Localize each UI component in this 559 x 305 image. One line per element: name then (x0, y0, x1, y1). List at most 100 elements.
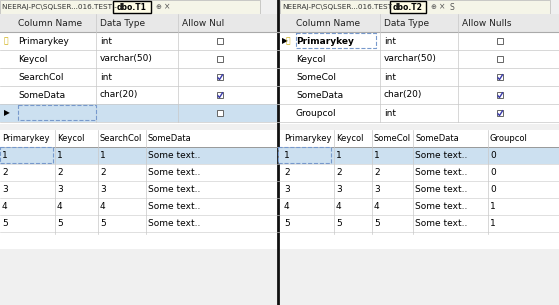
Text: 3: 3 (336, 185, 342, 194)
Bar (0, 181, 278, 198)
Text: 4: 4 (57, 202, 63, 211)
Text: 0: 0 (490, 185, 496, 194)
Text: SomeCol: SomeCol (296, 73, 336, 81)
Bar (0, 50, 278, 68)
Bar (278, 68, 559, 86)
Text: Some text..: Some text.. (148, 168, 200, 177)
Text: varchar(50): varchar(50) (384, 55, 437, 63)
Text: 2: 2 (284, 168, 290, 177)
Bar (278, 215, 559, 232)
Text: SomeData: SomeData (148, 134, 192, 143)
Text: 4: 4 (374, 202, 380, 211)
Text: Primarykey: Primarykey (284, 134, 331, 143)
Bar (278, 104, 559, 122)
Text: 3: 3 (374, 185, 380, 194)
Bar (278, 86, 559, 104)
Text: Some text..: Some text.. (415, 151, 467, 160)
Text: Keycol: Keycol (57, 134, 84, 143)
Text: int: int (384, 109, 396, 117)
Bar (0, 215, 278, 232)
Text: 🔑: 🔑 (286, 37, 291, 45)
Text: dbo.T1: dbo.T1 (117, 2, 147, 12)
Text: 5: 5 (284, 219, 290, 228)
Text: 2: 2 (100, 168, 106, 177)
Text: SomeData: SomeData (296, 91, 343, 99)
Bar (217, 38, 223, 44)
Bar (0, 0, 260, 14)
Bar (278, 147, 331, 163)
Bar (18, 105, 96, 120)
Text: 4: 4 (2, 202, 8, 211)
Text: 1: 1 (284, 151, 290, 160)
Bar (0, 14, 278, 32)
Text: 3: 3 (100, 185, 106, 194)
Text: ⊕: ⊕ (155, 4, 161, 10)
Bar (0, 14, 278, 124)
Bar (0, 164, 278, 181)
Text: char(20): char(20) (384, 91, 423, 99)
Text: Keycol: Keycol (336, 134, 363, 143)
Bar (278, 50, 559, 68)
Text: Data Type: Data Type (384, 19, 429, 27)
Text: ×: × (439, 2, 446, 12)
Text: ▶: ▶ (282, 37, 288, 45)
Text: Primarykey: Primarykey (2, 134, 50, 143)
Text: int: int (100, 73, 112, 81)
Bar (113, 1, 151, 13)
Text: 2: 2 (57, 168, 63, 177)
Text: Keycol: Keycol (296, 55, 325, 63)
Text: ×: × (164, 2, 170, 12)
Text: Groupcol: Groupcol (296, 109, 337, 117)
Text: varchar(50): varchar(50) (100, 55, 153, 63)
Bar (278, 147, 559, 164)
Text: 5: 5 (374, 219, 380, 228)
Text: 2: 2 (374, 168, 380, 177)
Text: ⊕: ⊕ (430, 4, 436, 10)
Text: Some text..: Some text.. (148, 202, 200, 211)
Bar (217, 74, 223, 80)
Text: 1: 1 (374, 151, 380, 160)
Text: Some text..: Some text.. (415, 185, 467, 194)
Text: int: int (384, 73, 396, 81)
Text: SomeCol: SomeCol (374, 134, 411, 143)
Text: 1: 1 (100, 151, 106, 160)
Text: 5: 5 (57, 219, 63, 228)
Bar (0, 0, 559, 14)
Text: Column Name: Column Name (296, 19, 360, 27)
Text: Data Type: Data Type (100, 19, 145, 27)
Bar (278, 181, 559, 198)
Text: 1: 1 (336, 151, 342, 160)
Bar (278, 14, 559, 124)
Text: Some text..: Some text.. (148, 185, 200, 194)
Bar (217, 92, 223, 98)
Text: ▶: ▶ (4, 109, 10, 117)
Text: Some text..: Some text.. (148, 151, 200, 160)
Text: 1: 1 (490, 219, 496, 228)
Text: 0: 0 (490, 151, 496, 160)
Text: 1: 1 (490, 202, 496, 211)
Text: 3: 3 (284, 185, 290, 194)
Text: 0: 0 (490, 168, 496, 177)
Text: Some text..: Some text.. (415, 168, 467, 177)
Text: 2: 2 (336, 168, 342, 177)
Text: 1: 1 (2, 151, 8, 160)
Text: 4: 4 (100, 202, 106, 211)
Text: NEERAJ-PC\SQLSER...016.TEST -: NEERAJ-PC\SQLSER...016.TEST - (2, 4, 117, 10)
Bar (278, 14, 559, 32)
Text: Keycol: Keycol (18, 55, 48, 63)
Text: 3: 3 (57, 185, 63, 194)
Text: NEERAJ-PC\SQLSER...016.TEST: NEERAJ-PC\SQLSER...016.TEST (282, 4, 392, 10)
Bar (497, 38, 503, 44)
Text: char(20): char(20) (100, 91, 139, 99)
Bar (497, 110, 503, 116)
Bar (278, 198, 559, 215)
Bar (217, 56, 223, 62)
Bar (497, 74, 503, 80)
Bar (0, 104, 278, 122)
Text: 2: 2 (2, 168, 8, 177)
Text: 5: 5 (100, 219, 106, 228)
Bar (278, 130, 559, 249)
Bar (390, 1, 426, 13)
Text: 4: 4 (336, 202, 342, 211)
Bar (280, 0, 550, 14)
